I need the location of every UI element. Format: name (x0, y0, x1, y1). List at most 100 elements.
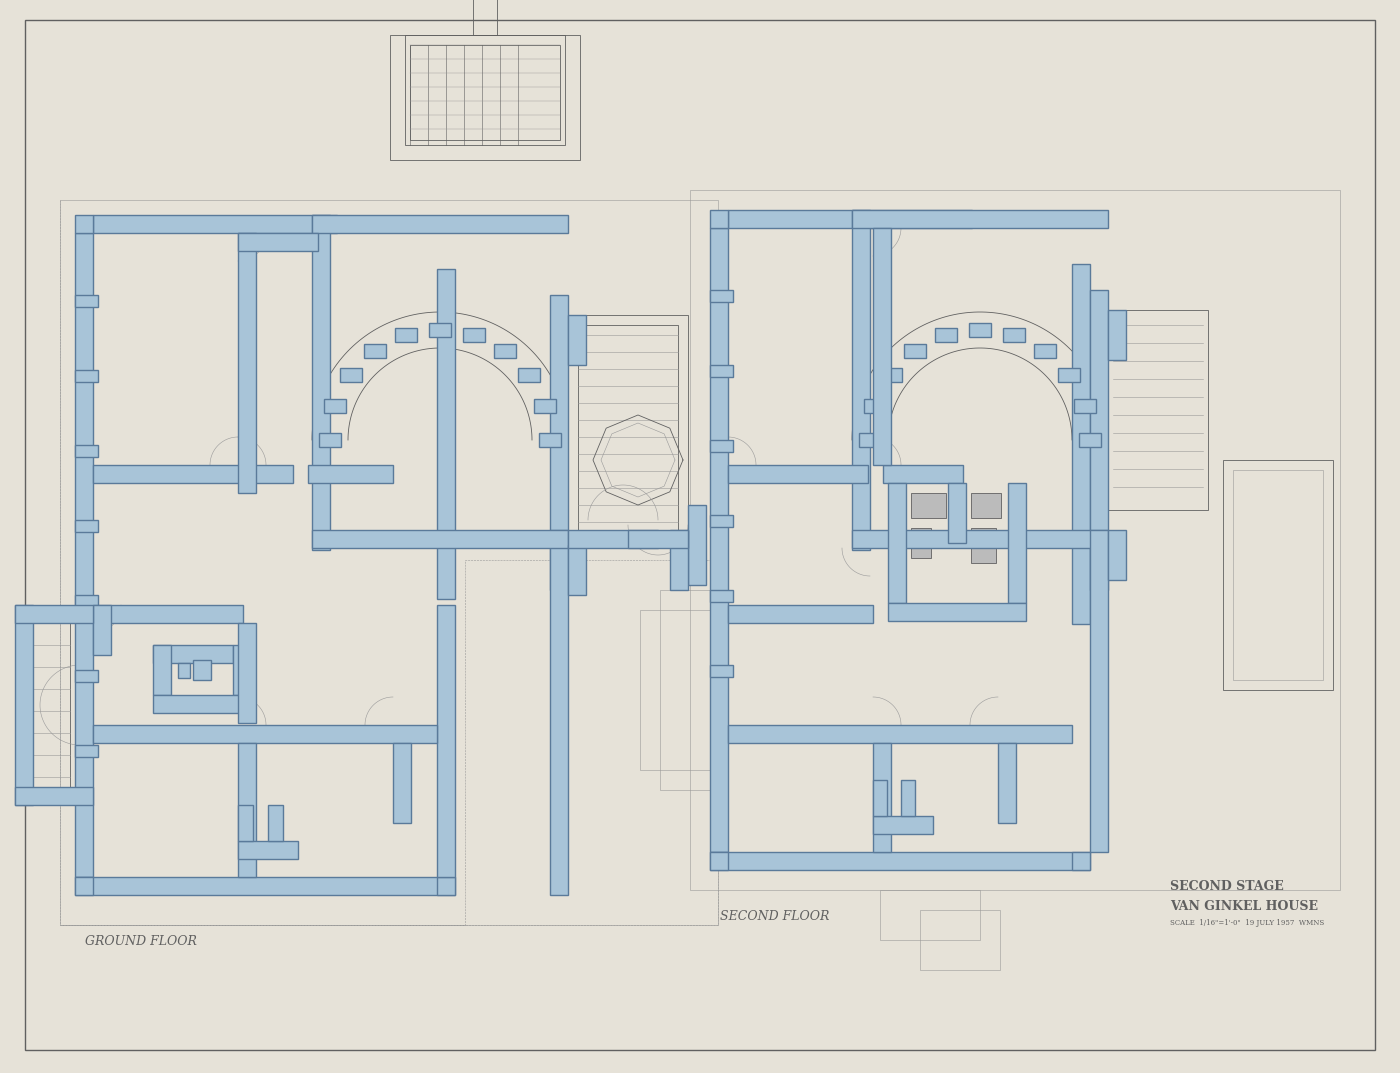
Bar (92, 725, 437, 743)
Bar (690, 190, 1340, 890)
Bar (364, 344, 386, 358)
Bar (568, 315, 587, 365)
Bar (728, 725, 1072, 743)
Bar (20, 623, 70, 787)
Bar (728, 465, 868, 483)
Bar (904, 344, 927, 358)
Text: SCALE  1/16"=1'-0"  19 JULY 1957  WMNS: SCALE 1/16"=1'-0" 19 JULY 1957 WMNS (1170, 918, 1324, 927)
Bar (238, 841, 298, 859)
Bar (911, 528, 931, 558)
Bar (881, 890, 980, 940)
Bar (883, 465, 963, 483)
Bar (728, 605, 874, 623)
Bar (874, 743, 890, 852)
Bar (853, 210, 1107, 227)
Bar (473, 0, 497, 35)
Bar (437, 877, 455, 895)
Bar (1079, 433, 1100, 447)
Bar (153, 645, 171, 695)
Bar (710, 590, 734, 602)
Bar (710, 210, 728, 227)
Bar (640, 609, 710, 770)
Bar (578, 325, 678, 535)
Bar (1233, 470, 1323, 680)
Bar (153, 695, 253, 712)
Bar (312, 215, 568, 233)
Bar (853, 210, 869, 550)
Bar (860, 433, 881, 447)
Bar (437, 269, 455, 599)
Bar (1107, 310, 1208, 510)
Bar (629, 530, 687, 548)
Bar (92, 215, 337, 233)
Bar (76, 370, 98, 382)
Bar (710, 515, 734, 527)
Bar (1072, 852, 1091, 870)
Bar (232, 645, 251, 695)
Bar (76, 670, 98, 682)
Bar (568, 315, 687, 545)
Bar (881, 368, 902, 382)
Bar (1008, 483, 1026, 603)
Bar (518, 368, 540, 382)
Bar (76, 877, 455, 895)
Bar (864, 399, 886, 413)
Bar (1091, 290, 1107, 590)
Bar (92, 605, 111, 655)
Bar (659, 590, 710, 790)
Bar (710, 852, 728, 870)
Bar (1058, 368, 1079, 382)
Bar (710, 365, 734, 377)
Bar (671, 530, 687, 590)
Bar (1091, 530, 1107, 852)
Bar (76, 596, 98, 607)
Bar (888, 483, 906, 603)
Bar (935, 328, 958, 342)
Bar (340, 368, 363, 382)
Bar (539, 433, 561, 447)
Bar (325, 399, 346, 413)
Bar (76, 295, 98, 307)
Bar (710, 665, 734, 677)
Text: VAN GINKEL HOUSE: VAN GINKEL HOUSE (1170, 900, 1317, 913)
Bar (920, 910, 1000, 970)
Bar (15, 605, 92, 623)
Bar (1002, 328, 1025, 342)
Bar (1033, 344, 1056, 358)
Bar (550, 530, 568, 895)
Bar (494, 344, 515, 358)
Bar (312, 530, 568, 548)
Bar (15, 787, 92, 805)
Bar (1107, 310, 1126, 361)
Bar (710, 227, 728, 852)
Bar (153, 645, 232, 663)
Bar (393, 743, 412, 823)
Bar (888, 603, 1026, 621)
Bar (92, 605, 244, 623)
Bar (391, 35, 580, 160)
Bar (76, 215, 92, 233)
Bar (395, 328, 417, 342)
Bar (902, 780, 916, 815)
Bar (437, 605, 455, 877)
Bar (728, 210, 972, 227)
Bar (874, 227, 890, 465)
Bar (1072, 264, 1091, 624)
Bar (1074, 399, 1096, 413)
Bar (238, 233, 318, 251)
Bar (972, 528, 995, 563)
Bar (710, 440, 734, 452)
Bar (76, 233, 92, 877)
Bar (15, 605, 34, 805)
Bar (319, 433, 342, 447)
Bar (238, 233, 256, 493)
Bar (238, 805, 253, 841)
Bar (196, 663, 209, 678)
Bar (568, 545, 587, 596)
Bar (874, 815, 932, 834)
Bar (853, 530, 1107, 548)
Bar (463, 328, 484, 342)
Bar (428, 323, 451, 337)
Bar (193, 660, 211, 680)
Bar (76, 520, 98, 532)
